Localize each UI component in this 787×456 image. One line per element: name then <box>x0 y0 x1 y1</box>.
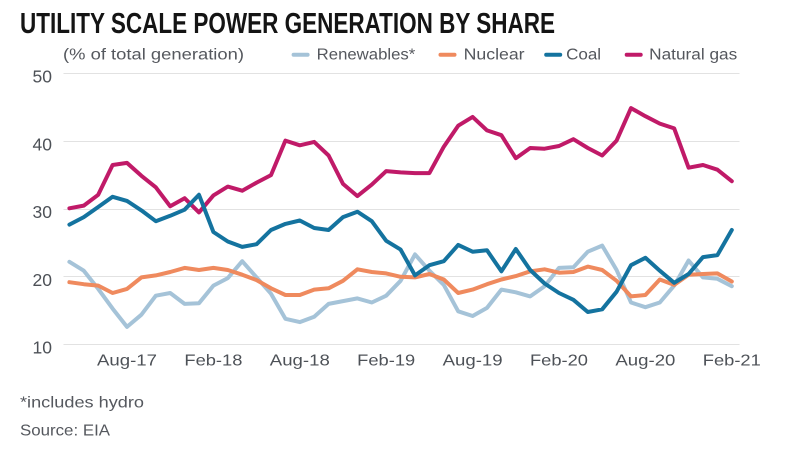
svg-text:Feb-19: Feb-19 <box>357 353 415 370</box>
svg-text:Aug-19: Aug-19 <box>443 353 503 370</box>
svg-text:Natural gas: Natural gas <box>649 47 737 64</box>
svg-text:(% of total generation): (% of total generation) <box>63 47 244 64</box>
svg-text:20: 20 <box>33 270 53 290</box>
svg-text:Feb-18: Feb-18 <box>184 353 242 370</box>
svg-text:50: 50 <box>33 67 53 87</box>
svg-text:UTILITY SCALE POWER GENERATION: UTILITY SCALE POWER GENERATION BY SHARE <box>20 8 555 40</box>
svg-text:Aug-20: Aug-20 <box>615 353 675 370</box>
svg-text:Feb-20: Feb-20 <box>530 353 588 370</box>
svg-text:Aug-17: Aug-17 <box>97 353 157 370</box>
svg-text:Coal: Coal <box>566 47 601 64</box>
svg-text:40: 40 <box>33 134 53 154</box>
svg-text:Source: EIA: Source: EIA <box>20 423 110 440</box>
svg-text:Nuclear: Nuclear <box>464 47 525 64</box>
svg-text:Aug-18: Aug-18 <box>270 353 330 370</box>
svg-text:Renewables*: Renewables* <box>317 47 416 64</box>
svg-text:10: 10 <box>33 338 53 358</box>
svg-text:Feb-21: Feb-21 <box>703 353 761 370</box>
svg-text:30: 30 <box>33 202 53 222</box>
svg-text:*includes hydro: *includes hydro <box>20 395 144 412</box>
